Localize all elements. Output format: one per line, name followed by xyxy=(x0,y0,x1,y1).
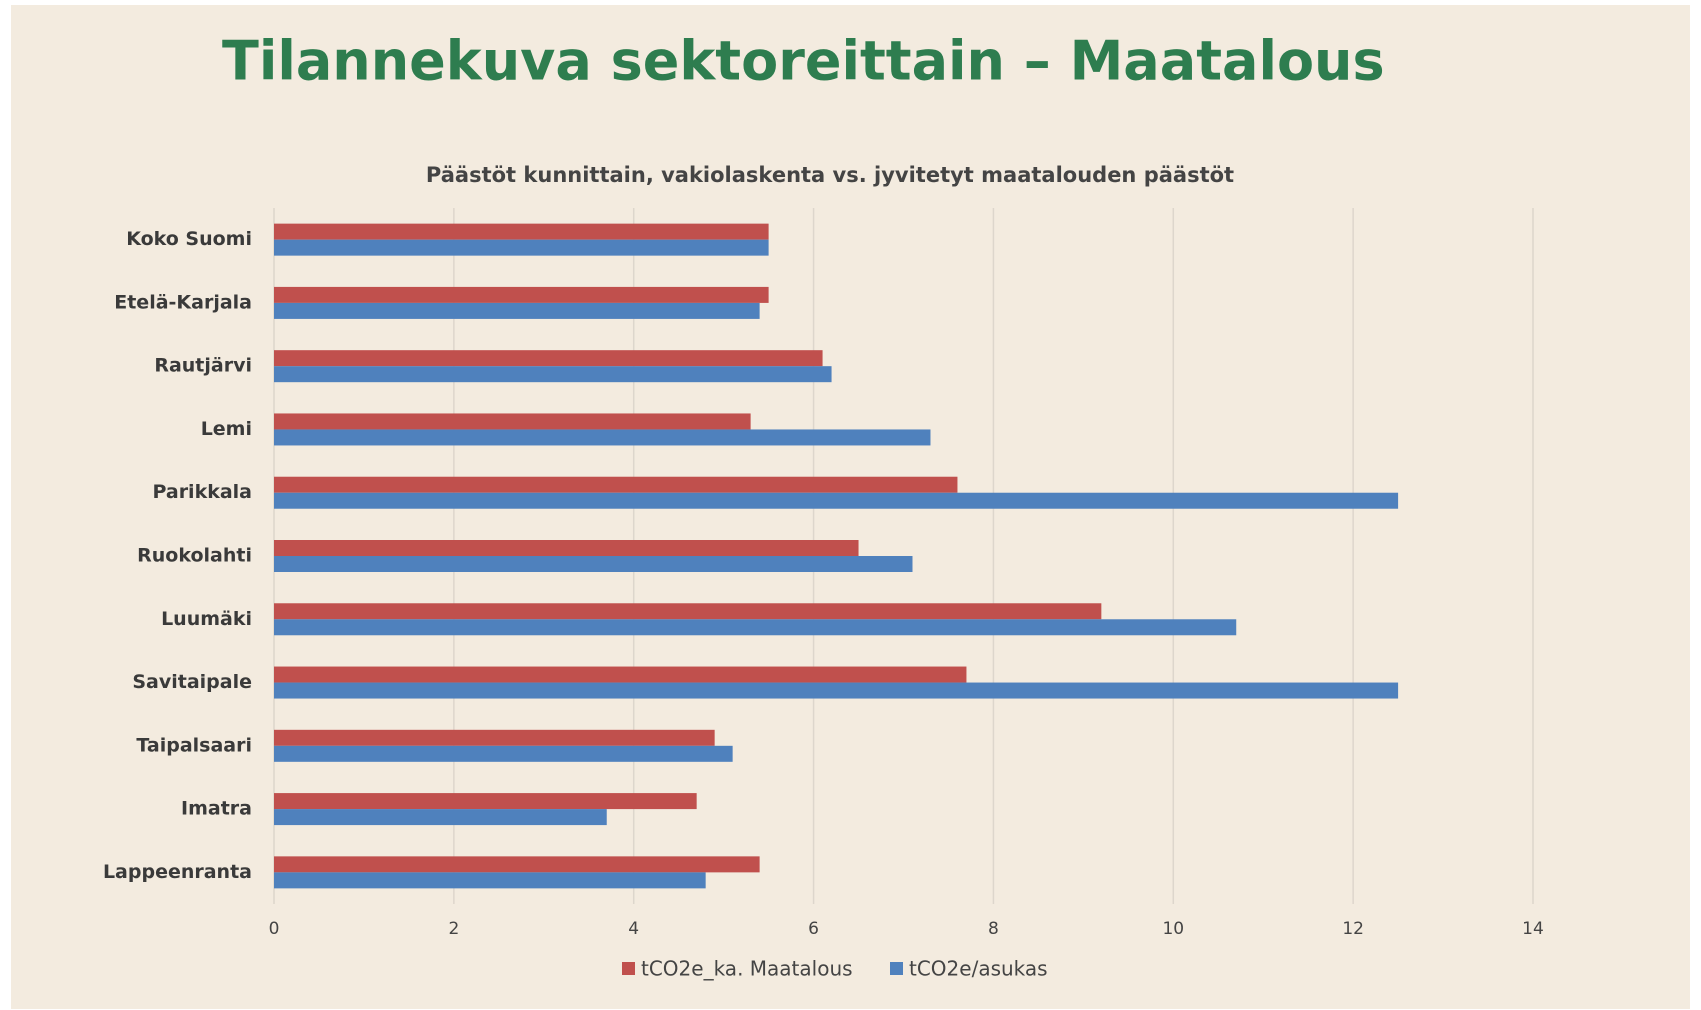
bar xyxy=(274,492,1399,509)
bar xyxy=(274,350,823,367)
y-tick-label: Luumäki xyxy=(161,608,252,630)
x-tick-label: 0 xyxy=(269,919,280,939)
y-tick-label: Etelä-Karjala xyxy=(114,291,252,313)
x-tick-label: 6 xyxy=(808,919,819,939)
bar xyxy=(274,603,1102,620)
bar xyxy=(274,872,706,889)
chart-subtitle: Päästöt kunnittain, vakiolaskenta vs. jy… xyxy=(426,163,1234,187)
x-tick-label: 2 xyxy=(448,919,459,939)
legend-label: tCO2e/asukas xyxy=(909,957,1048,981)
bar xyxy=(274,223,769,240)
bar xyxy=(274,302,760,319)
x-tick-label: 8 xyxy=(988,919,999,939)
bar xyxy=(274,286,769,303)
y-tick-label: Koko Suomi xyxy=(126,228,252,250)
bar xyxy=(274,413,751,430)
x-tick-label: 10 xyxy=(1162,919,1184,939)
bar xyxy=(274,745,733,762)
bar xyxy=(274,239,769,256)
y-tick-label: Imatra xyxy=(181,798,252,820)
chart-title: Tilannekuva sektoreittain – Maatalous xyxy=(222,30,1385,93)
y-tick-label: Taipalsaari xyxy=(136,734,252,756)
x-tick-label: 4 xyxy=(628,919,639,939)
bar xyxy=(274,476,958,493)
y-tick-label: Rautjärvi xyxy=(154,355,252,377)
bar xyxy=(274,666,967,683)
bar xyxy=(274,540,859,556)
bar xyxy=(274,366,832,383)
bar xyxy=(274,619,1237,636)
bar xyxy=(274,793,697,810)
bar xyxy=(274,809,607,826)
y-tick-label: Lemi xyxy=(201,418,252,440)
legend-swatch xyxy=(890,962,903,975)
bar xyxy=(274,556,913,572)
y-tick-label: Ruokolahti xyxy=(137,545,252,567)
legend-label: tCO2e_ka. Maatalous xyxy=(641,957,853,981)
bar xyxy=(274,856,760,873)
bar xyxy=(274,682,1399,699)
y-tick-label: Lappeenranta xyxy=(103,861,252,883)
bar xyxy=(274,729,715,746)
bar xyxy=(274,429,931,446)
y-tick-label: Savitaipale xyxy=(132,671,252,693)
legend-swatch xyxy=(622,962,635,975)
x-tick-label: 14 xyxy=(1522,919,1544,939)
y-tick-label: Parikkala xyxy=(152,481,252,503)
x-tick-label: 12 xyxy=(1342,919,1364,939)
